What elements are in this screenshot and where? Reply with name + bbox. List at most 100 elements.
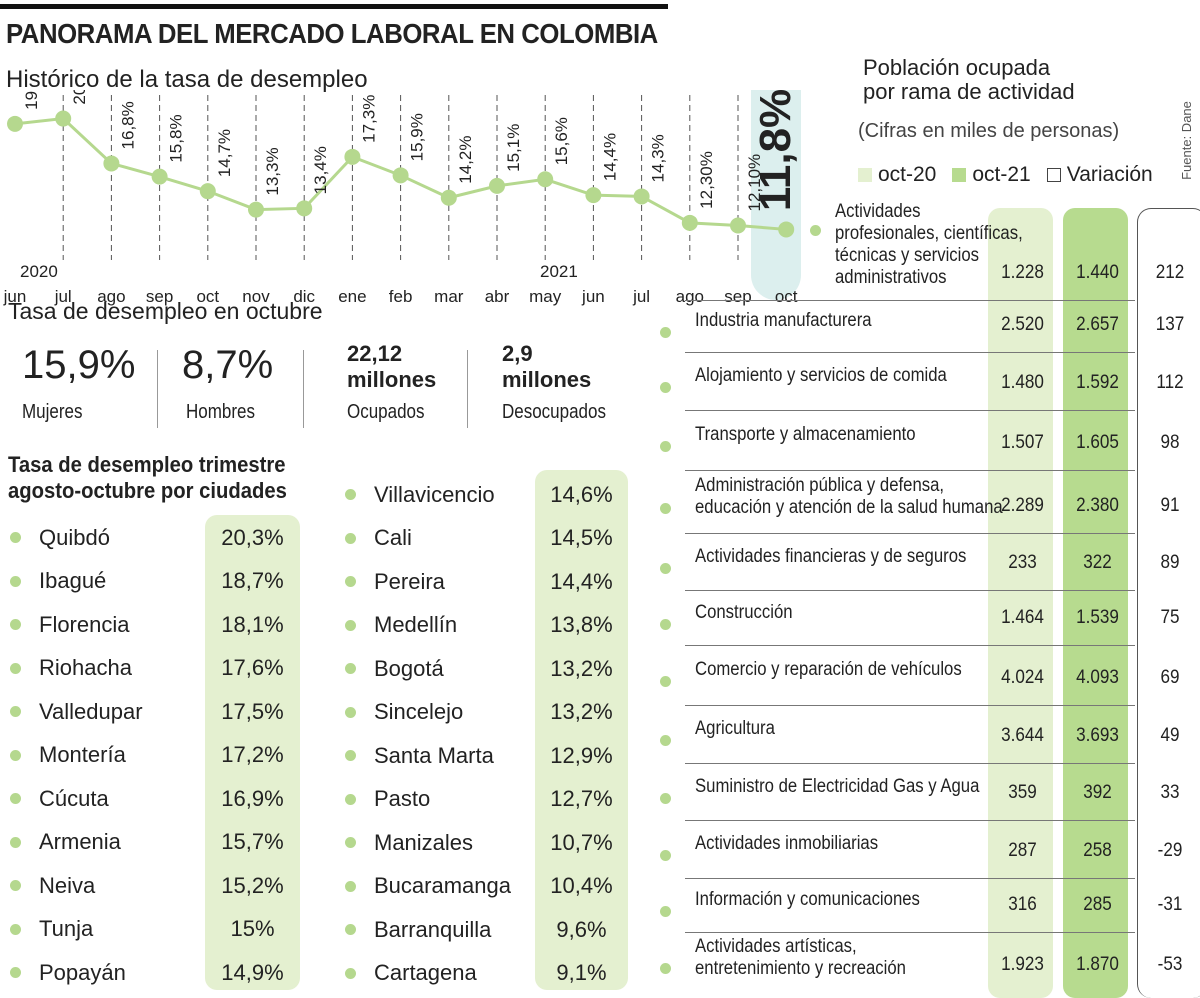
oct21-value: 1.870 <box>1076 954 1119 975</box>
city-name: Bucaramanga <box>374 873 511 899</box>
data-label: 12,10% <box>745 154 764 212</box>
city-name: Cúcuta <box>39 785 109 811</box>
data-label: 15,9% <box>408 113 427 161</box>
activity-name: Agricultura <box>695 718 775 739</box>
bullet-icon <box>345 837 356 849</box>
data-point <box>248 201 264 218</box>
activity-name: Industria manufacturera <box>695 310 872 331</box>
row-separator <box>685 645 1135 646</box>
legend-oct21-swatch <box>952 168 967 182</box>
data-point <box>440 189 457 206</box>
activity-name: Información y comunicaciones <box>695 889 920 910</box>
city-value: 9,6% <box>556 916 607 942</box>
activities-heading: Población ocupada por rama de actividad <box>863 55 1075 104</box>
oct20-value: 316 <box>1008 894 1037 915</box>
city-value: 14,6% <box>550 481 613 507</box>
city-name: Santa Marta <box>374 742 494 768</box>
city-row: Sincelejo 13,2% <box>345 691 635 735</box>
x-tick-label: sep <box>146 287 173 306</box>
unemployed-unit: millones <box>502 367 592 392</box>
data-point <box>151 168 168 185</box>
data-point <box>633 188 650 205</box>
men-value: 8,7% <box>182 343 274 387</box>
city-name: Montería <box>39 742 126 768</box>
bullet-icon <box>660 850 671 861</box>
x-tick-label: mar <box>434 287 464 306</box>
october-heading: Tasa de desempleo en octubre <box>8 298 323 324</box>
oct21-value: 1.592 <box>1076 372 1119 393</box>
bullet-icon <box>345 576 356 588</box>
city-row: Ibagué 18,7% <box>10 560 310 604</box>
x-tick-label: oct <box>775 287 798 306</box>
oct21-value: 2.657 <box>1076 314 1119 335</box>
oct21-value: 258 <box>1083 840 1112 861</box>
oct21-value: 1.605 <box>1076 432 1119 453</box>
x-tick-label: oct <box>196 287 219 306</box>
city-row: Medellín 13,8% <box>345 604 635 648</box>
legend-oct21-label: oct-21 <box>972 163 1031 186</box>
x-tick-label: jun <box>581 287 605 306</box>
city-name: Cali <box>374 525 412 551</box>
data-point <box>489 177 505 194</box>
city-value: 18,1% <box>221 611 284 637</box>
city-row: Bogotá 13,2% <box>345 647 635 691</box>
variation-value: 137 <box>1155 314 1185 335</box>
data-point <box>681 214 698 231</box>
bullet-icon <box>10 793 21 805</box>
oct20-value: 359 <box>1008 782 1037 803</box>
oct21-value: 285 <box>1083 894 1112 915</box>
variation-value: -53 <box>1157 954 1183 975</box>
bullet-icon <box>345 750 356 762</box>
variation-value: 212 <box>1155 262 1185 283</box>
bullet-icon <box>10 532 21 544</box>
bullet-icon <box>10 880 21 892</box>
city-name: Tunja <box>39 916 94 942</box>
row-separator <box>685 878 1135 879</box>
data-label: 14,4% <box>600 133 619 181</box>
bullet-icon <box>10 575 21 587</box>
activity-name: Actividades inmobiliarias <box>695 833 879 854</box>
city-row: Cúcuta 16,9% <box>10 777 310 821</box>
year-label-2021: 2021 <box>540 262 578 281</box>
bullet-icon <box>10 836 21 848</box>
bullet-icon <box>345 924 356 936</box>
row-separator <box>685 763 1135 764</box>
employed-value: 22,12 <box>347 341 403 366</box>
year-label-2020: 2020 <box>20 262 58 281</box>
city-name: Armenia <box>39 829 121 855</box>
city-row: Cali 14,5% <box>345 517 635 561</box>
city-value: 16,9% <box>221 785 284 811</box>
x-tick-label: feb <box>389 287 413 306</box>
activity-name: Administración pública y defensa, educaci… <box>695 474 1003 518</box>
page-title: PANORAMA DEL MERCADO LABORAL EN COLOMBIA <box>6 18 658 49</box>
city-value: 15,7% <box>221 829 284 855</box>
oct21-value: 2.380 <box>1076 495 1119 516</box>
data-label: 15,1% <box>504 124 523 172</box>
oct21-value: 392 <box>1083 782 1112 803</box>
activity-name: Suministro de Electricidad Gas y Agua <box>695 775 980 797</box>
data-point <box>730 217 746 234</box>
data-label: 12,30% <box>697 151 716 209</box>
city-name: Barranquilla <box>374 916 492 942</box>
city-value: 10,7% <box>550 829 613 855</box>
oct20-value: 2.520 <box>1001 314 1044 335</box>
data-point <box>199 183 216 200</box>
bullet-icon <box>660 735 671 746</box>
bullet-icon <box>10 967 21 979</box>
data-point <box>778 221 795 238</box>
oct20-value: 4.024 <box>1001 667 1044 688</box>
x-tick-label: jun <box>3 287 27 306</box>
city-row: Pasto 12,7% <box>345 778 635 822</box>
city-name: Cartagena <box>374 960 477 986</box>
legend-var-label: Variación <box>1066 163 1153 186</box>
oct20-value: 1.923 <box>1001 954 1044 975</box>
highlight-value: 11,8% <box>751 88 800 212</box>
women-value: 15,9% <box>22 343 136 387</box>
oct21-value: 1.539 <box>1076 607 1119 628</box>
bullet-icon <box>10 923 21 935</box>
city-row: Riohacha 17,6% <box>10 647 310 691</box>
city-value: 12,9% <box>550 742 613 768</box>
city-value: 17,2% <box>221 742 284 768</box>
bullet-icon <box>660 502 671 514</box>
row-separator <box>685 590 1135 591</box>
